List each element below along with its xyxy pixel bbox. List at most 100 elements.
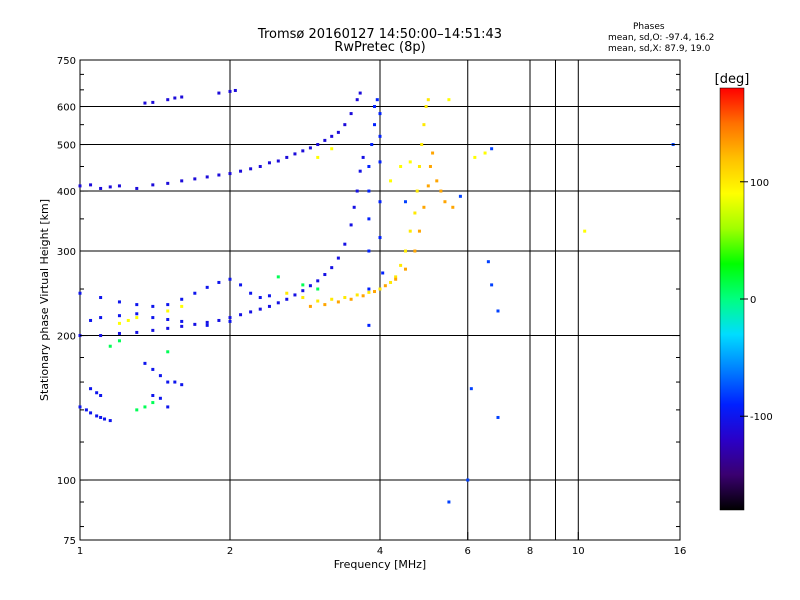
data-point xyxy=(330,297,334,301)
data-point xyxy=(99,415,103,419)
data-point xyxy=(166,326,170,330)
data-point xyxy=(173,380,177,384)
data-point xyxy=(205,285,209,289)
data-point xyxy=(447,98,451,102)
data-point xyxy=(367,164,371,168)
data-point xyxy=(239,283,243,287)
data-point xyxy=(378,134,382,138)
data-point xyxy=(99,186,103,190)
data-point xyxy=(151,100,155,104)
data-point xyxy=(403,267,407,271)
data-point xyxy=(349,223,353,227)
data-point xyxy=(108,185,112,189)
data-point xyxy=(143,405,147,409)
data-point xyxy=(349,112,353,116)
data-point xyxy=(108,419,112,423)
data-point xyxy=(496,309,500,313)
data-point xyxy=(180,95,184,99)
data-point xyxy=(403,200,407,204)
data-point xyxy=(378,287,382,291)
data-point xyxy=(378,160,382,164)
data-point xyxy=(330,147,334,151)
data-point xyxy=(301,283,305,287)
y-tick-label: 100 xyxy=(57,476,76,487)
colorbar-label: [deg] xyxy=(715,72,750,87)
phases-heading: Phases xyxy=(633,22,665,32)
data-point xyxy=(258,307,262,311)
data-point xyxy=(308,146,312,150)
data-point xyxy=(466,478,470,482)
data-point xyxy=(95,414,99,418)
data-point xyxy=(135,186,139,190)
data-point xyxy=(217,173,221,177)
data-point xyxy=(426,184,430,188)
data-point xyxy=(336,130,340,134)
data-point xyxy=(180,304,184,308)
x-tick-label: 4 xyxy=(377,546,383,557)
data-point xyxy=(367,290,371,294)
data-point xyxy=(267,294,271,298)
data-point xyxy=(95,391,99,395)
data-point xyxy=(323,303,327,307)
data-point xyxy=(151,316,155,320)
data-point xyxy=(352,205,356,209)
data-point xyxy=(375,98,379,102)
x-tick-label: 10 xyxy=(572,546,585,557)
data-point xyxy=(413,211,417,215)
data-point xyxy=(413,249,417,253)
data-point xyxy=(367,287,371,291)
data-point xyxy=(89,183,93,187)
data-point xyxy=(99,316,103,320)
data-point xyxy=(486,260,490,264)
data-point xyxy=(89,411,93,415)
data-point xyxy=(249,291,253,295)
data-point xyxy=(355,98,359,102)
phases-x-mode: mean, sd,X: 87.9, 19.0 xyxy=(608,44,711,54)
data-point xyxy=(343,123,347,127)
data-point xyxy=(166,350,170,354)
data-point xyxy=(336,300,340,304)
data-point xyxy=(383,284,387,288)
data-point xyxy=(361,294,365,298)
data-point xyxy=(158,396,162,400)
data-point xyxy=(117,321,121,325)
data-point xyxy=(422,123,426,127)
data-point xyxy=(151,401,155,405)
data-point xyxy=(151,328,155,332)
data-point xyxy=(135,408,139,412)
data-point xyxy=(367,217,371,221)
data-point xyxy=(180,179,184,183)
data-point xyxy=(233,88,237,92)
data-point xyxy=(166,98,170,102)
data-point xyxy=(173,96,177,100)
x-axis-label: Frequency [MHz] xyxy=(334,558,426,571)
data-point xyxy=(394,277,398,281)
data-point xyxy=(180,297,184,301)
data-point xyxy=(228,172,232,176)
y-tick-label: 300 xyxy=(57,247,76,258)
y-tick-label: 400 xyxy=(57,187,76,198)
data-point xyxy=(343,242,347,246)
data-point xyxy=(126,318,130,322)
data-point xyxy=(205,175,209,179)
data-point xyxy=(473,155,477,159)
data-point xyxy=(166,181,170,185)
data-point xyxy=(316,143,320,147)
data-point xyxy=(358,91,362,95)
data-point xyxy=(301,289,305,293)
colorbar-tick-label: 100 xyxy=(750,178,769,189)
data-point xyxy=(103,417,107,421)
data-point xyxy=(285,291,289,295)
data-point xyxy=(336,256,340,260)
data-point xyxy=(399,263,403,267)
data-point xyxy=(447,500,451,504)
data-point xyxy=(258,296,262,300)
data-point xyxy=(426,98,430,102)
chart-title: Tromsø 20160127 14:50:00–14:51:43 xyxy=(257,27,503,42)
data-point xyxy=(276,275,280,279)
data-point xyxy=(166,380,170,384)
data-point xyxy=(117,331,121,335)
data-point xyxy=(117,314,121,318)
data-point xyxy=(403,249,407,253)
data-point xyxy=(135,312,139,316)
